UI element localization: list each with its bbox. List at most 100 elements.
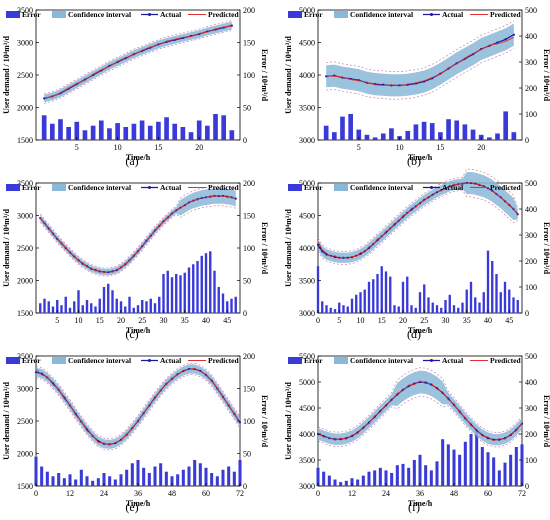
error-bar <box>373 470 377 486</box>
error-bar <box>115 123 120 140</box>
y2-axis-label: Error / 10⁴m³/d <box>260 395 269 448</box>
predicted-line <box>35 367 241 446</box>
x-axis-label: Time/h <box>408 326 433 335</box>
y2-tick-label: 200 <box>525 257 537 266</box>
y2-tick-label: 0 <box>525 482 529 491</box>
legend-ci-swatch <box>52 11 66 18</box>
error-bar <box>495 274 498 313</box>
legend-predicted-label: Predicted <box>490 183 522 192</box>
y2-tick-label: 400 <box>525 205 537 214</box>
error-bar <box>213 114 218 140</box>
x-tick-label: 12 <box>348 489 356 498</box>
legend-ci-label: Confidence interval <box>68 10 131 19</box>
legend-ci-label: Confidence interval <box>350 10 413 19</box>
error-bar <box>463 441 467 486</box>
ci-upper-line <box>35 362 241 440</box>
error-bar <box>175 274 178 313</box>
error-bar <box>205 125 210 140</box>
error-bar <box>520 444 524 486</box>
y-tick-label: 3500 <box>299 104 315 113</box>
y-tick-label: 2500 <box>17 244 33 253</box>
x-tick-label: 0 <box>316 489 320 498</box>
error-bar <box>364 134 370 140</box>
error-bar <box>132 307 135 313</box>
y-tick-label: 4500 <box>299 404 315 413</box>
y2-tick-label: 300 <box>525 231 537 240</box>
legend-ci-swatch <box>334 11 348 18</box>
error-bar <box>487 137 492 140</box>
error-bar <box>407 467 411 486</box>
error-bar <box>372 137 378 140</box>
y-tick-label: 3500 <box>299 277 315 286</box>
x-axis-label: Time/h <box>408 499 433 508</box>
error-bar <box>359 292 362 313</box>
error-bar <box>226 301 229 313</box>
error-bar <box>43 298 46 313</box>
error-bar <box>390 473 394 486</box>
error-bar <box>348 114 353 140</box>
error-bar <box>204 467 208 486</box>
error-bar <box>62 478 66 486</box>
error-bar <box>380 133 386 140</box>
error-bar <box>503 111 509 140</box>
error-bar <box>128 296 131 313</box>
error-bar <box>384 271 388 313</box>
error-bar <box>170 277 174 313</box>
error-bar <box>102 473 106 486</box>
confidence-band <box>318 370 522 446</box>
legend-actual-marker <box>148 186 151 189</box>
legend-actual-label: Actual <box>160 356 181 365</box>
error-bar <box>107 128 112 140</box>
x-tick-label: 20 <box>399 316 407 325</box>
y-axis-label: User demand / 10⁴m³/d <box>284 382 293 460</box>
y2-tick-label: 500 <box>525 179 537 188</box>
error-bar <box>164 117 169 140</box>
error-bar <box>74 479 78 486</box>
error-bar <box>180 127 186 140</box>
actual-point <box>504 38 507 41</box>
error-bar <box>482 292 485 313</box>
y2-tick-label: 200 <box>525 84 537 93</box>
y-axis-label: User demand / 10⁴m³/d <box>2 36 11 114</box>
legend-ci-swatch <box>334 357 348 364</box>
error-bar <box>147 125 153 140</box>
error-bar <box>356 129 362 140</box>
legend-error-swatch <box>6 11 20 18</box>
y-tick-label: 3000 <box>299 309 315 318</box>
x-axis-label: Time/h <box>126 326 151 335</box>
legend-predicted-label: Predicted <box>208 183 240 192</box>
error-bar <box>461 302 464 313</box>
error-bar <box>511 132 517 140</box>
legend-error-swatch <box>6 357 20 364</box>
error-bar <box>40 466 44 486</box>
error-bar <box>183 272 186 313</box>
error-bar <box>209 251 212 313</box>
error-bar <box>405 130 411 140</box>
error-bar <box>397 306 400 313</box>
y2-tick-label: 50 <box>243 450 251 459</box>
error-bar <box>196 120 202 140</box>
error-bar <box>49 123 55 140</box>
error-bar <box>499 292 502 313</box>
error-bar <box>429 470 433 486</box>
x-tick-label: 20 <box>195 143 203 152</box>
error-bar <box>113 479 117 486</box>
y2-axis-label: Error / 10⁴m³/d <box>542 395 550 448</box>
error-bar <box>172 123 178 140</box>
y2-tick-label: 0 <box>525 136 529 145</box>
error-bar <box>440 307 443 313</box>
error-bar <box>170 476 174 486</box>
y-tick-label: 4000 <box>299 71 315 80</box>
confidence-band <box>318 172 518 263</box>
ci-lower-line <box>40 205 236 277</box>
y-tick-label: 5000 <box>299 6 315 15</box>
error-bar <box>51 306 55 313</box>
error-bar <box>503 462 507 486</box>
error-bar <box>119 474 123 486</box>
error-bar <box>82 130 88 140</box>
predicted-line <box>317 380 523 442</box>
error-bar <box>204 253 208 313</box>
error-bar <box>412 460 416 486</box>
x-tick-label: 15 <box>96 316 104 325</box>
